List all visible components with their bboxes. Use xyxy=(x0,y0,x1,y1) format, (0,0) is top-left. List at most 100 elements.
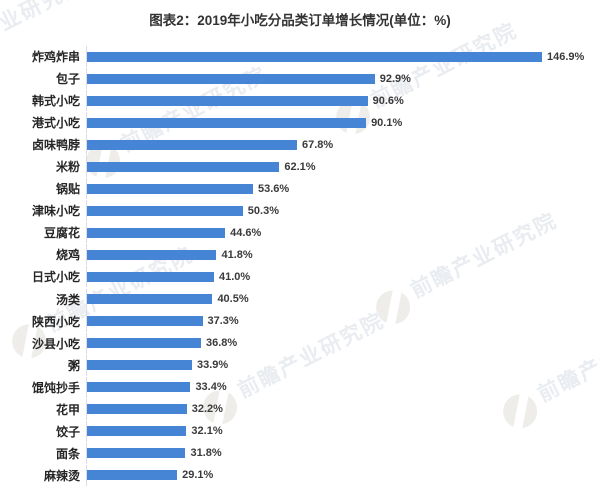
bar-track: 41.0% xyxy=(86,266,600,288)
bar-row: 花甲 32.2% xyxy=(0,398,600,420)
category-label: 烧鸡 xyxy=(55,248,80,263)
value-label: 90.1% xyxy=(371,116,403,129)
bar-row: 馄饨抄手 33.4% xyxy=(0,376,600,398)
bar-track: 53.6% xyxy=(86,178,600,200)
bar-track: 41.8% xyxy=(86,244,600,266)
bar-track: 62.1% xyxy=(86,156,600,178)
bar-row: 韩式小吃 90.6% xyxy=(0,90,600,112)
bar-row: 汤类 40.5% xyxy=(0,288,600,310)
bar xyxy=(87,95,368,106)
bar-row: 津味小吃 50.3% xyxy=(0,200,600,222)
bar-track: 33.4% xyxy=(86,376,600,398)
category-label: 津味小吃 xyxy=(31,204,80,219)
bar-track: 32.1% xyxy=(86,420,600,442)
category-label: 包子 xyxy=(55,72,80,87)
category-label: 馄饨抄手 xyxy=(31,380,80,395)
value-label: 92.9% xyxy=(379,72,411,85)
category-label: 炸鸡炸串 xyxy=(31,50,80,64)
bar-row: 港式小吃 90.1% xyxy=(0,112,600,134)
category-label: 日式小吃 xyxy=(31,270,80,285)
value-label: 33.4% xyxy=(195,381,227,394)
bar xyxy=(87,227,226,238)
bar-track: 44.6% xyxy=(86,222,600,244)
value-label: 32.1% xyxy=(191,425,223,438)
bar-rows: 炸鸡炸串 146.9% 包子 92.9% 韩式小吃 90.6% 港式小吃 90.1% 卤味鸭脖 6… xyxy=(0,46,600,486)
category-label: 花甲 xyxy=(55,402,80,417)
value-label: 32.2% xyxy=(191,403,223,416)
bar xyxy=(87,382,191,393)
bar xyxy=(87,249,217,260)
category-label: 饺子 xyxy=(55,424,80,439)
bar-row: 粥 33.9% xyxy=(0,354,600,376)
bar-row: 麻辣烫 29.1% xyxy=(0,464,600,486)
bar-row: 包子 92.9% xyxy=(0,68,600,90)
bar-track: 33.9% xyxy=(86,354,600,376)
bar-row: 锅贴 53.6% xyxy=(0,178,600,200)
bar xyxy=(87,51,542,62)
bar-track: 50.3% xyxy=(86,200,600,222)
value-label: 36.8% xyxy=(205,337,238,350)
bar xyxy=(87,338,201,349)
bar-row: 卤味鸭脖 67.8% xyxy=(0,134,600,156)
bar xyxy=(87,316,203,327)
value-label: 146.9% xyxy=(547,50,585,63)
chart-title: 图表2：2019年小吃分品类订单增长情况(单位：%) xyxy=(149,13,451,28)
value-label: 90.6% xyxy=(372,94,404,107)
bar xyxy=(87,73,375,84)
bar-track: 40.5% xyxy=(86,288,600,310)
bar-row: 饺子 32.1% xyxy=(0,420,600,442)
bar xyxy=(87,448,186,459)
bar-row: 炸鸡炸串 146.9% xyxy=(0,46,600,67)
bar-track: 90.1% xyxy=(86,112,600,134)
bar xyxy=(87,294,213,305)
bar-track: 32.2% xyxy=(86,398,600,420)
bar-track: 37.3% xyxy=(86,310,600,332)
category-label: 豆腐花 xyxy=(43,226,80,241)
bar xyxy=(87,404,187,415)
value-label: 62.1% xyxy=(284,160,316,173)
bar xyxy=(87,205,243,216)
bar-row: 面条 31.8% xyxy=(0,442,600,464)
bar-row: 陕西小吃 37.3% xyxy=(0,310,600,332)
bar-row: 豆腐花 44.6% xyxy=(0,222,600,244)
bar-row: 米粉 62.1% xyxy=(0,156,600,178)
value-label: 37.3% xyxy=(207,315,239,328)
bar xyxy=(87,117,367,128)
value-label: 31.8% xyxy=(190,447,222,460)
bar-track: 90.6% xyxy=(86,90,600,112)
value-label: 40.5% xyxy=(217,293,249,306)
bar-track: 146.9% xyxy=(86,46,600,67)
value-label: 41.0% xyxy=(218,270,251,283)
value-label: 44.6% xyxy=(230,226,262,239)
category-label: 沙县小吃 xyxy=(31,336,80,351)
category-label: 粥 xyxy=(67,358,80,373)
bar-track: 67.8% xyxy=(86,134,600,156)
value-label: 53.6% xyxy=(258,182,290,195)
bar xyxy=(87,360,192,371)
bar xyxy=(87,426,187,437)
category-label: 米粉 xyxy=(55,160,80,175)
category-label: 韩式小吃 xyxy=(31,94,80,109)
value-label: 33.9% xyxy=(197,359,229,372)
bar xyxy=(87,161,280,172)
category-label: 锅贴 xyxy=(55,182,80,197)
value-label: 50.3% xyxy=(247,204,279,217)
value-label: 67.8% xyxy=(302,138,334,151)
category-label: 陕西小吃 xyxy=(31,314,80,329)
bar-chart: 炸鸡炸串 146.9% 包子 92.9% 韩式小吃 90.6% 港式小吃 90.1% 卤味鸭脖 6… xyxy=(0,46,600,486)
bar-track: 36.8% xyxy=(86,332,600,354)
bar xyxy=(87,139,297,150)
value-label: 41.8% xyxy=(221,248,253,261)
bar xyxy=(87,183,254,194)
bar-row: 日式小吃 41.0% xyxy=(0,266,600,288)
category-label: 卤味鸭脖 xyxy=(31,138,80,153)
bar xyxy=(87,271,214,282)
category-label: 面条 xyxy=(55,446,80,461)
value-label: 29.1% xyxy=(182,469,214,482)
bar-row: 烧鸡 41.8% xyxy=(0,244,600,266)
bar xyxy=(87,470,178,481)
bar-track: 92.9% xyxy=(86,68,600,90)
bar-row: 沙县小吃 36.8% xyxy=(0,332,600,354)
category-label: 港式小吃 xyxy=(31,116,80,131)
bar-track: 31.8% xyxy=(86,442,600,464)
